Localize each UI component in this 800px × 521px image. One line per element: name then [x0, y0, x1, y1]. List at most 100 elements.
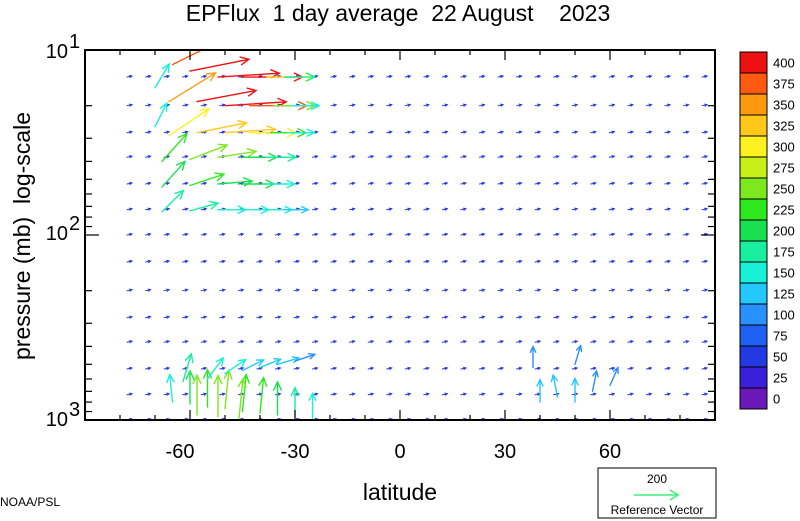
vector-arrow [608, 366, 616, 370]
x-tick-label: -30 [281, 441, 310, 463]
vector-arrow [534, 340, 542, 344]
vector-arrow [126, 130, 134, 134]
vector-arrow [571, 366, 579, 370]
vector-arrow [645, 130, 653, 134]
vector-arrow [293, 315, 301, 319]
vector-arrow [126, 288, 134, 292]
svg-text:1: 1 [69, 31, 80, 53]
vector-arrow [441, 130, 449, 134]
vector-arrow [367, 130, 375, 134]
vector-arrow [224, 358, 248, 375]
vector-arrow [701, 103, 709, 107]
vector-arrow [664, 181, 672, 185]
vector-arrow [664, 288, 672, 292]
vector-arrow [330, 259, 338, 264]
chart-title: EPFlux 1 day average 22 August 2023 [186, 0, 611, 26]
vector-arrow [478, 155, 486, 159]
x-axis-label: latitude [363, 479, 437, 505]
vector-arrow [441, 392, 449, 396]
colorbar-label: 250 [773, 182, 795, 197]
vector-arrow [200, 74, 208, 79]
vector-arrow [126, 366, 134, 370]
vector-arrow [404, 155, 412, 159]
vector-arrow [200, 315, 208, 319]
vector-arrow [256, 340, 263, 344]
vector-arrow [478, 392, 486, 396]
vector-arrow [367, 74, 375, 79]
vector-arrow [627, 74, 634, 79]
vector-arrow [478, 181, 486, 185]
vector-arrow [683, 130, 690, 134]
vector-arrow [497, 103, 505, 107]
vector-arrow [590, 232, 597, 237]
vector-arrow [126, 74, 134, 79]
vector-arrow [367, 181, 375, 185]
vector-arrow [237, 377, 247, 420]
vector-arrow [460, 392, 468, 396]
vector-arrow [478, 232, 486, 237]
vector-arrow [516, 288, 523, 292]
vector-arrow [386, 207, 393, 211]
vector-arrow [182, 130, 189, 134]
vector-arrow [189, 172, 226, 187]
vector-arrow [163, 288, 171, 292]
vector-arrow [497, 130, 505, 134]
vector-arrow [701, 207, 709, 211]
vector-arrow [145, 103, 152, 107]
vector-arrow [664, 366, 672, 370]
vector-arrow [259, 358, 283, 369]
vector-arrow [497, 259, 505, 264]
vector-arrow [145, 259, 152, 264]
vector-arrow [200, 155, 208, 159]
vector-arrow [664, 259, 672, 264]
vector-arrow [627, 181, 634, 185]
vector-arrow [237, 288, 245, 292]
vector-arrow [200, 207, 208, 211]
vector-arrow [608, 130, 616, 134]
vector-arrow [241, 205, 271, 214]
vector-arrow [645, 259, 653, 264]
vector-arrow [237, 259, 245, 264]
vector-arrow [182, 288, 189, 292]
vector-arrow [478, 315, 486, 319]
vector-arrow [266, 179, 297, 189]
vector-arrow [349, 207, 356, 211]
vector-arrow [330, 340, 338, 344]
vector-arrow [367, 366, 375, 370]
reference-vector-arrow [634, 489, 680, 501]
vector-arrow [460, 74, 468, 79]
vector-arrow [145, 340, 152, 344]
vector-arrow [645, 181, 653, 185]
vector-arrow [645, 155, 653, 159]
svg-text:10: 10 [46, 41, 68, 63]
vector-arrow [386, 366, 393, 370]
vector-arrow [126, 315, 134, 319]
vector-arrow [683, 259, 690, 264]
vector-arrow [627, 366, 634, 370]
vector-arrow [367, 340, 375, 344]
vector-arrow [163, 232, 171, 237]
x-tick-label: 60 [599, 441, 621, 463]
vector-arrow [330, 103, 338, 107]
vector-arrow [497, 181, 505, 185]
vector-arrow [571, 315, 579, 319]
vector-arrow [478, 207, 486, 211]
vector-arrow [163, 130, 171, 134]
vector-arrow [571, 181, 579, 185]
vector-arrow [553, 207, 560, 211]
colorbar-swatch [739, 303, 768, 326]
vector-arrow [590, 315, 597, 319]
vector-arrow [529, 345, 537, 369]
vector-arrow [274, 366, 282, 370]
vector-arrow [126, 232, 134, 237]
vector-arrow [683, 181, 690, 185]
vector-arrow [349, 155, 356, 159]
vector-arrow [189, 143, 229, 161]
vector-arrow [534, 366, 542, 370]
vector-arrow [553, 366, 560, 370]
vector-arrow [534, 232, 542, 237]
vector-arrow [161, 160, 187, 188]
vector-arrow [534, 315, 542, 319]
vector-arrow [423, 181, 430, 185]
vector-arrow [683, 392, 690, 396]
